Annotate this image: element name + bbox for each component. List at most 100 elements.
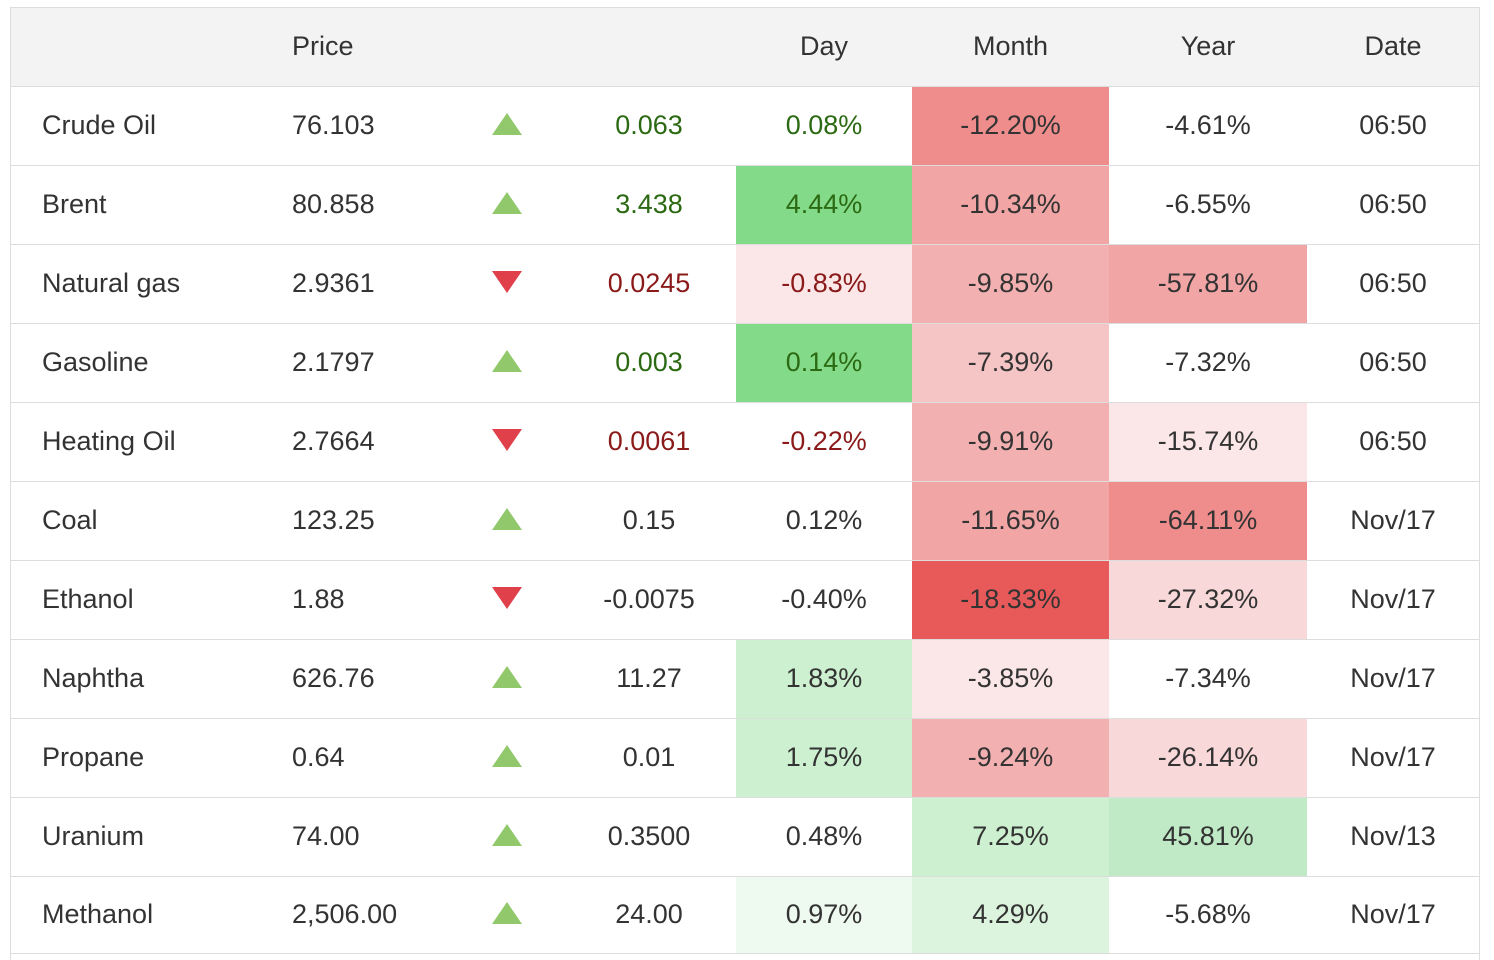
commodity-name-link[interactable]: Coal xyxy=(11,481,272,561)
header-day[interactable]: Day xyxy=(736,8,912,87)
price-cell: 74.00 xyxy=(272,797,452,877)
change-cell: 0.0245 xyxy=(562,244,736,324)
header-price[interactable]: Price xyxy=(272,8,452,87)
change-cell: 11.27 xyxy=(562,639,736,719)
header-change xyxy=(562,8,736,87)
arrow-down-icon xyxy=(492,586,522,609)
arrow-down-icon xyxy=(492,428,522,451)
commodities-table-container: Price Day Month Year Date Crude Oil 76.10… xyxy=(10,7,1480,960)
commodity-name-link[interactable]: Crude Oil xyxy=(11,86,272,166)
change-cell: 0.063 xyxy=(562,86,736,166)
commodity-name-link[interactable]: Heating Oil xyxy=(11,402,272,482)
price-cell: 2.1797 xyxy=(272,323,452,403)
table-row[interactable]: Heating Oil 2.7664 0.0061 -0.22% -9.91% -15.7… xyxy=(11,402,1479,482)
month-change-cell: -7.39% xyxy=(912,323,1109,403)
price-cell: 0.64 xyxy=(272,718,452,798)
header-name xyxy=(11,8,272,87)
commodity-name-link[interactable]: Methanol xyxy=(11,876,272,954)
commodity-name-link[interactable]: Propane xyxy=(11,718,272,798)
day-change-cell: -0.40% xyxy=(736,560,912,640)
table-body: Crude Oil 76.103 0.063 0.08% -12.20% -4.61% 06… xyxy=(11,86,1479,954)
month-change-cell: 7.25% xyxy=(912,797,1109,877)
day-change-cell: 0.14% xyxy=(736,323,912,403)
day-change-cell: 0.08% xyxy=(736,86,912,166)
table-row[interactable]: Crude Oil 76.103 0.063 0.08% -12.20% -4.61% 06… xyxy=(11,86,1479,166)
price-cell: 80.858 xyxy=(272,165,452,245)
table-header: Price Day Month Year Date xyxy=(11,8,1479,87)
date-cell: 06:50 xyxy=(1307,86,1479,166)
month-change-cell: -18.33% xyxy=(912,560,1109,640)
year-change-cell: -64.11% xyxy=(1109,481,1307,561)
price-cell: 2,506.00 xyxy=(272,876,452,954)
month-change-cell: -9.91% xyxy=(912,402,1109,482)
table-row[interactable]: Natural gas 2.9361 0.0245 -0.83% -9.85% -57.8… xyxy=(11,244,1479,324)
commodities-table: Price Day Month Year Date Crude Oil 76.10… xyxy=(11,8,1479,954)
header-year[interactable]: Year xyxy=(1109,8,1307,87)
day-change-cell: 0.97% xyxy=(736,876,912,954)
header-month[interactable]: Month xyxy=(912,8,1109,87)
change-cell: 0.3500 xyxy=(562,797,736,877)
year-change-cell: -15.74% xyxy=(1109,402,1307,482)
date-cell: 06:50 xyxy=(1307,402,1479,482)
year-change-cell: -5.68% xyxy=(1109,876,1307,954)
commodity-name-link[interactable]: Ethanol xyxy=(11,560,272,640)
table-row[interactable]: Gasoline 2.1797 0.003 0.14% -7.39% -7.32% 06:5… xyxy=(11,323,1479,403)
year-change-cell: -26.14% xyxy=(1109,718,1307,798)
date-cell: Nov/13 xyxy=(1307,797,1479,877)
month-change-cell: -12.20% xyxy=(912,86,1109,166)
date-cell: 06:50 xyxy=(1307,323,1479,403)
header-row: Price Day Month Year Date xyxy=(11,8,1479,87)
table-row[interactable]: Uranium 74.00 0.3500 0.48% 7.25% 45.81% Nov/13 xyxy=(11,797,1479,877)
price-cell: 2.9361 xyxy=(272,244,452,324)
arrow-up-icon xyxy=(492,665,522,688)
direction-cell xyxy=(452,402,562,482)
change-cell: 24.00 xyxy=(562,876,736,954)
day-change-cell: 1.75% xyxy=(736,718,912,798)
year-change-cell: -27.32% xyxy=(1109,560,1307,640)
direction-cell xyxy=(452,244,562,324)
table-row[interactable]: Naphtha 626.76 11.27 1.83% -3.85% -7.34% Nov/1… xyxy=(11,639,1479,719)
change-cell: 0.01 xyxy=(562,718,736,798)
commodity-name-link[interactable]: Uranium xyxy=(11,797,272,877)
date-cell: Nov/17 xyxy=(1307,639,1479,719)
month-change-cell: -3.85% xyxy=(912,639,1109,719)
price-cell: 1.88 xyxy=(272,560,452,640)
arrow-up-icon xyxy=(492,191,522,214)
day-change-cell: 0.48% xyxy=(736,797,912,877)
change-cell: 0.0061 xyxy=(562,402,736,482)
direction-cell xyxy=(452,560,562,640)
year-change-cell: 45.81% xyxy=(1109,797,1307,877)
arrow-down-icon xyxy=(492,270,522,293)
date-cell: Nov/17 xyxy=(1307,876,1479,954)
price-cell: 626.76 xyxy=(272,639,452,719)
table-row[interactable]: Methanol 2,506.00 24.00 0.97% 4.29% -5.68% Nov… xyxy=(11,876,1479,954)
day-change-cell: 0.12% xyxy=(736,481,912,561)
change-cell: 3.438 xyxy=(562,165,736,245)
commodity-name-link[interactable]: Gasoline xyxy=(11,323,272,403)
commodity-name-link[interactable]: Brent xyxy=(11,165,272,245)
price-cell: 2.7664 xyxy=(272,402,452,482)
direction-cell xyxy=(452,165,562,245)
table-row[interactable]: Propane 0.64 0.01 1.75% -9.24% -26.14% Nov/17 xyxy=(11,718,1479,798)
direction-cell xyxy=(452,797,562,877)
direction-cell xyxy=(452,718,562,798)
arrow-up-icon xyxy=(492,823,522,846)
direction-cell xyxy=(452,86,562,166)
month-change-cell: -11.65% xyxy=(912,481,1109,561)
table-row[interactable]: Brent 80.858 3.438 4.44% -10.34% -6.55% 06:50 xyxy=(11,165,1479,245)
date-cell: Nov/17 xyxy=(1307,481,1479,561)
arrow-up-icon xyxy=(492,901,522,924)
header-date[interactable]: Date xyxy=(1307,8,1479,87)
direction-cell xyxy=(452,323,562,403)
month-change-cell: 4.29% xyxy=(912,876,1109,954)
day-change-cell: -0.22% xyxy=(736,402,912,482)
year-change-cell: -7.34% xyxy=(1109,639,1307,719)
table-row[interactable]: Coal 123.25 0.15 0.12% -11.65% -64.11% Nov/17 xyxy=(11,481,1479,561)
arrow-up-icon xyxy=(492,744,522,767)
commodity-name-link[interactable]: Natural gas xyxy=(11,244,272,324)
table-row[interactable]: Ethanol 1.88 -0.0075 -0.40% -18.33% -27.32% No… xyxy=(11,560,1479,640)
month-change-cell: -9.24% xyxy=(912,718,1109,798)
change-cell: 0.15 xyxy=(562,481,736,561)
date-cell: Nov/17 xyxy=(1307,560,1479,640)
commodity-name-link[interactable]: Naphtha xyxy=(11,639,272,719)
